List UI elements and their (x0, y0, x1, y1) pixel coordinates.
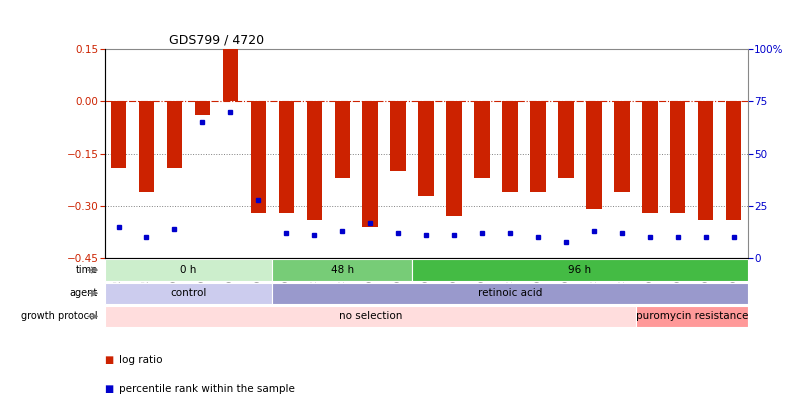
Bar (334, 101, 349, 178)
Bar (418, 101, 434, 196)
Text: log ratio: log ratio (119, 356, 162, 365)
Bar (446, 101, 461, 217)
Bar (166, 101, 182, 168)
Text: control: control (170, 288, 206, 298)
Bar (222, 49, 238, 101)
Text: puromycin resistance: puromycin resistance (635, 311, 747, 322)
Bar (412, 259, 747, 281)
Bar (194, 101, 210, 115)
Bar (502, 101, 517, 192)
Text: time: time (75, 265, 98, 275)
Text: ■: ■ (104, 384, 114, 394)
Bar (697, 101, 712, 220)
Bar (585, 101, 601, 209)
Bar (272, 283, 747, 304)
Bar (635, 306, 747, 327)
Text: GDS799 / 4720: GDS799 / 4720 (169, 34, 263, 47)
Bar (642, 101, 657, 213)
Text: no selection: no selection (338, 311, 402, 322)
Text: agent: agent (70, 288, 98, 298)
Text: ■: ■ (104, 356, 114, 365)
Text: retinoic acid: retinoic acid (477, 288, 541, 298)
Bar (111, 101, 126, 168)
Bar (530, 101, 545, 192)
Bar (251, 101, 266, 213)
Text: 48 h: 48 h (330, 265, 353, 275)
Bar (272, 259, 412, 281)
Bar (279, 101, 294, 213)
Bar (557, 101, 573, 178)
Bar (104, 283, 272, 304)
Text: growth protocol: growth protocol (22, 311, 98, 322)
Bar (725, 101, 740, 220)
Bar (104, 259, 272, 281)
Bar (390, 101, 406, 171)
Text: percentile rank within the sample: percentile rank within the sample (119, 384, 295, 394)
Bar (474, 101, 489, 178)
Bar (139, 101, 154, 192)
Text: 96 h: 96 h (568, 265, 591, 275)
Bar (613, 101, 629, 192)
Bar (669, 101, 685, 213)
Bar (306, 101, 321, 220)
Text: 0 h: 0 h (180, 265, 197, 275)
Bar (104, 306, 635, 327)
Bar (362, 101, 377, 227)
